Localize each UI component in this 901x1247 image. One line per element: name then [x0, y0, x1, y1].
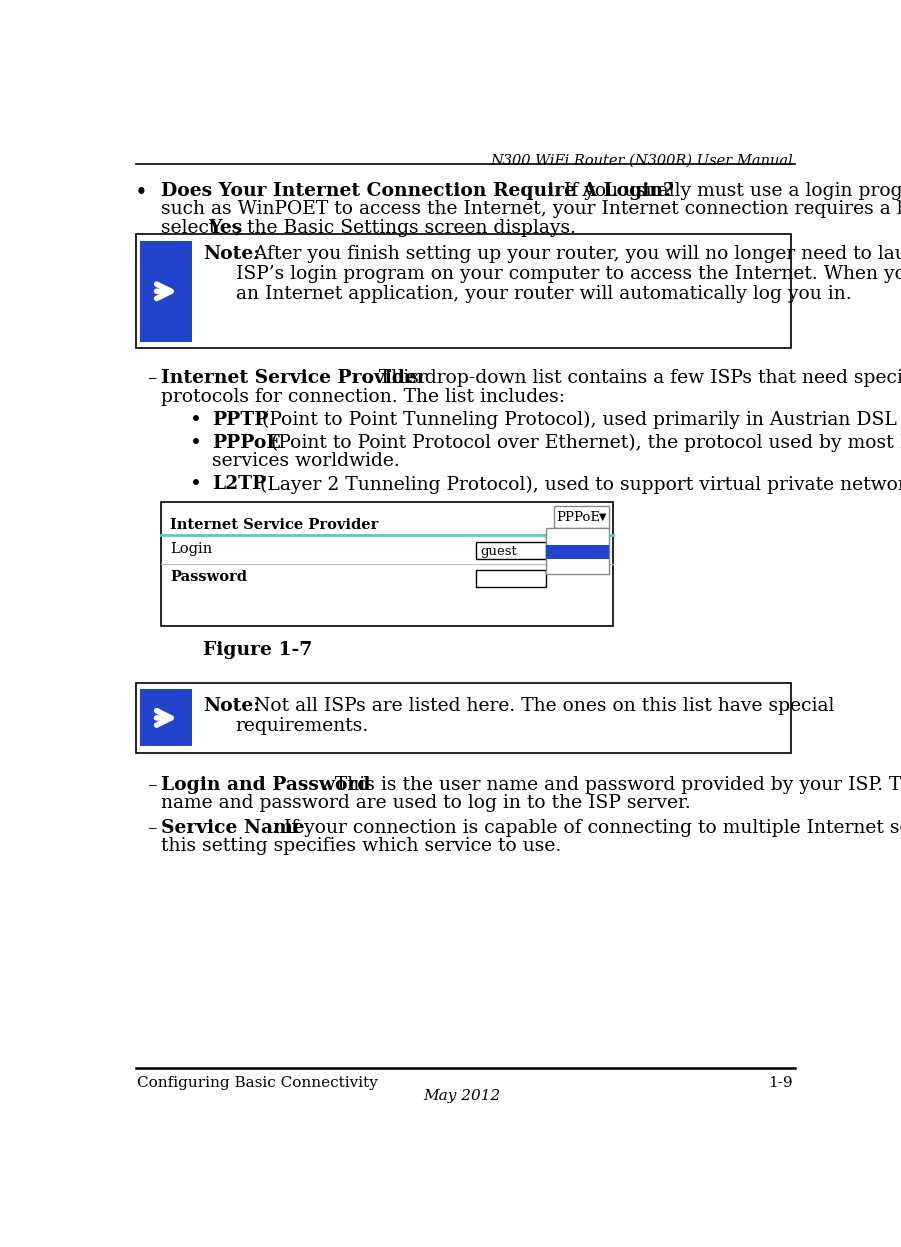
Text: (Layer 2 Tunneling Protocol), used to support virtual private networks (VPNs).: (Layer 2 Tunneling Protocol), used to su… — [254, 475, 901, 494]
Text: name and password are used to log in to the ISP server.: name and password are used to log in to … — [160, 794, 690, 812]
Text: such as WinPOET to access the Internet, your Internet connection requires a logi: such as WinPOET to access the Internet, … — [160, 201, 901, 218]
Text: (Point to Point Tunneling Protocol), used primarily in Austrian DSL services.: (Point to Point Tunneling Protocol), use… — [256, 410, 901, 429]
Text: If you usually must use a login program: If you usually must use a login program — [559, 182, 901, 200]
Text: , the Basic Settings screen displays.: , the Basic Settings screen displays. — [235, 219, 576, 237]
Bar — [136, 683, 791, 752]
Text: services worldwide.: services worldwide. — [212, 453, 399, 470]
Text: •: • — [190, 475, 202, 494]
Text: an Internet application, your router will automatically log you in.: an Internet application, your router wil… — [236, 286, 851, 303]
Text: PPPoE: PPPoE — [212, 434, 280, 451]
Text: PPPoE: PPPoE — [549, 546, 593, 559]
Text: Password: Password — [170, 570, 247, 584]
Text: After you finish setting up your router, you will no longer need to launch the: After you finish setting up your router,… — [248, 246, 901, 263]
Text: Service Name: Service Name — [160, 819, 305, 837]
Text: Note:: Note: — [204, 246, 260, 263]
Text: PPTP: PPTP — [549, 531, 585, 545]
Text: Configuring Basic Connectivity: Configuring Basic Connectivity — [138, 1076, 378, 1090]
Text: PPTP: PPTP — [212, 410, 268, 429]
Bar — [160, 503, 613, 626]
Bar — [140, 690, 193, 747]
Bar — [546, 527, 609, 574]
Text: ▼: ▼ — [598, 513, 606, 521]
Text: PPPoE: PPPoE — [557, 511, 601, 524]
Text: Login and Password: Login and Password — [160, 776, 370, 793]
Bar — [476, 542, 546, 560]
Text: guest: guest — [480, 545, 517, 559]
Text: May 2012: May 2012 — [423, 1089, 500, 1104]
Text: . If your connection is capable of connecting to multiple Internet services,: . If your connection is capable of conne… — [272, 819, 901, 837]
Bar — [476, 570, 546, 587]
Text: –: – — [147, 776, 156, 793]
Text: . This is the user name and password provided by your ISP. This: . This is the user name and password pro… — [323, 776, 901, 793]
Text: 1-9: 1-9 — [769, 1076, 793, 1090]
Text: ISP’s login program on your computer to access the Internet. When you start: ISP’s login program on your computer to … — [236, 266, 901, 283]
Text: Not all ISPs are listed here. The ones on this list have special: Not all ISPs are listed here. The ones o… — [248, 697, 834, 715]
Text: –: – — [147, 819, 156, 837]
Text: Internet Service Provider: Internet Service Provider — [160, 369, 426, 387]
Text: Does Your Internet Connection Require A Login?: Does Your Internet Connection Require A … — [160, 182, 674, 200]
Bar — [136, 234, 791, 348]
Text: •: • — [190, 410, 202, 430]
Text: Figure 1-7: Figure 1-7 — [204, 641, 313, 658]
Text: (Point to Point Protocol over Ethernet), the protocol used by most DSL: (Point to Point Protocol over Ethernet),… — [265, 434, 901, 451]
Bar — [140, 241, 193, 342]
Text: •: • — [190, 434, 202, 453]
Text: L2TP: L2TP — [212, 475, 266, 494]
Text: Internet Service Provider: Internet Service Provider — [170, 518, 378, 531]
Text: . This drop-down list contains a few ISPs that need special: . This drop-down list contains a few ISP… — [367, 369, 901, 387]
Text: protocols for connection. The list includes:: protocols for connection. The list inclu… — [160, 388, 565, 405]
Text: Note:: Note: — [204, 697, 260, 715]
Text: select: select — [160, 219, 222, 237]
Bar — [553, 506, 609, 527]
Text: •: • — [134, 182, 147, 205]
Text: L2TP: L2TP — [549, 560, 584, 574]
Text: Yes: Yes — [208, 219, 242, 237]
Text: N300 WiFi Router (N300R) User Manual: N300 WiFi Router (N300R) User Manual — [490, 153, 793, 167]
Text: Login: Login — [170, 542, 213, 556]
Text: requirements.: requirements. — [236, 717, 369, 736]
Text: –: – — [147, 369, 156, 387]
Bar — [546, 545, 609, 559]
Text: this setting specifies which service to use.: this setting specifies which service to … — [160, 837, 561, 855]
